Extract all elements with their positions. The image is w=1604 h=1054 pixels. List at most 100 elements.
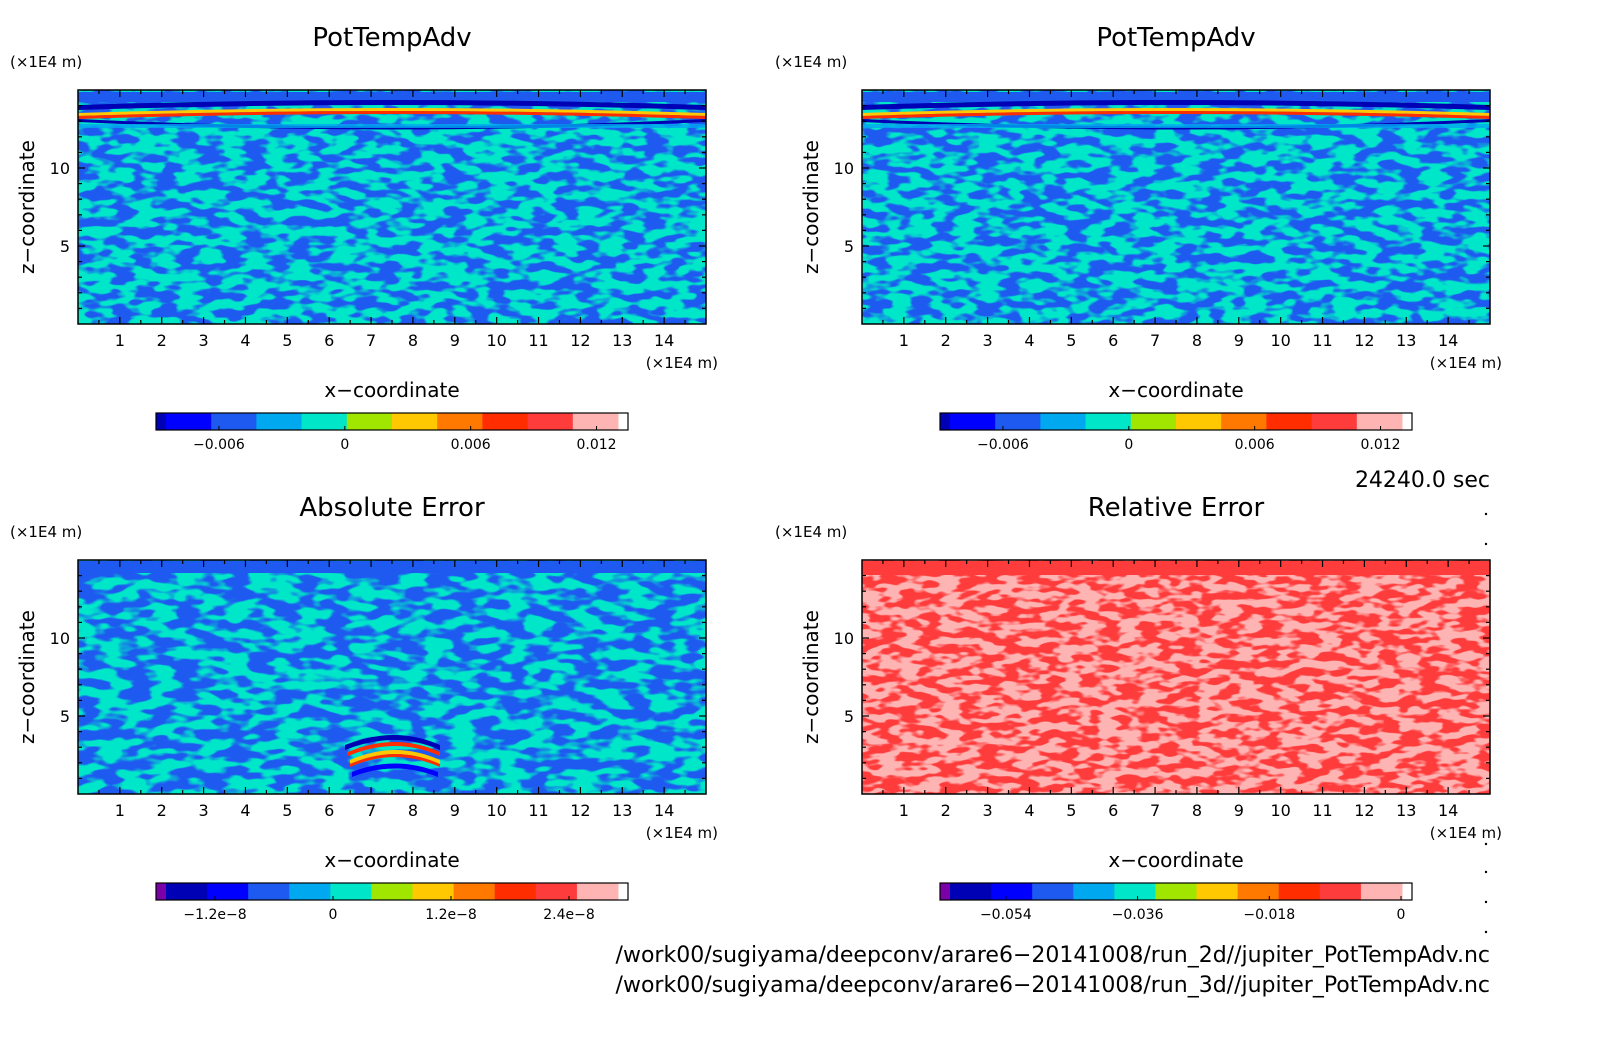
x-tick-label: 2 [157,331,167,350]
colorbar-tick-label: −1.2e−8 [183,907,246,923]
x-ticks: 1 2 3 4 5 6 7 8 9 10 11 12 13 14 [882,560,1470,820]
wave-yellow [350,750,440,764]
colorbar-tick-label: 0.012 [1360,437,1400,453]
colorbar-segment [527,413,574,430]
colorbar-segment [453,883,496,900]
file-path-1: /work00/sugiyama/deepconv/arare6−2014100… [616,943,1490,968]
x-tick-label: 10 [486,801,506,820]
colorbar-frame [939,412,1413,431]
x-axis-label: x−coordinate [1108,378,1243,402]
upper-band [862,92,1490,102]
colorbar-segment [166,883,208,900]
x-tick-label: 9 [450,331,460,350]
x-tick-label: 2 [157,801,167,820]
x-tick-label: 13 [612,331,632,350]
colorbar-segment [211,413,257,430]
x-tick-label: 14 [1438,331,1458,350]
colorbar-cap-low [940,883,950,900]
colorbar-segment [289,883,331,900]
colorbar-segment [1319,883,1362,900]
x-tick-label: 3 [199,331,209,350]
x-tick-label: 4 [1024,331,1034,350]
colorbar: −1.2e−8 0 1.2e−8 2.4e−8 [155,882,629,923]
x-tick-label: 12 [1354,331,1374,350]
x-ticks: 1 2 3 4 5 6 7 8 9 10 11 12 13 14 [882,90,1470,350]
x-tick-label: 12 [570,331,590,350]
colorbar-cap-low [156,883,166,900]
colorbar-segment [482,413,529,430]
colorbar: −0.054 −0.036 −0.018 0 [939,882,1413,923]
x-tick-label: 11 [528,331,548,350]
y-axis-label: z−coordinate [799,140,823,274]
y-ticks: 5 10 [50,104,706,309]
x-axis-label: x−coordinate [1108,848,1243,872]
colorbar-segment [1085,413,1132,430]
colorbar-segment [576,883,619,900]
x-tick-label: 8 [1192,801,1202,820]
colorbar-segment [248,883,290,900]
upper-jet-yellow [862,108,1490,116]
x-tick-label: 12 [570,801,590,820]
panel-relative-error: Relative Error (×1E4 m) 1 2 3 4 5 6 7 8 9 10 11 12 1… [775,493,1502,923]
colorbar-segment [1266,413,1313,430]
wave-blue [345,735,440,750]
panel-title: PotTempAdv [1096,23,1255,53]
x-tick-label: 9 [1234,801,1244,820]
colorbar: −0.006 0 0.006 0.012 [155,412,629,453]
colorbar-tick-label: 0 [329,907,338,923]
x-tick-label: 13 [612,801,632,820]
y-ticks: 5 10 [834,574,1490,780]
colorbar-segment [166,413,212,430]
colorbar-segment [1130,413,1177,430]
colorbar-cap-low [940,413,950,430]
colorbar-frame [155,882,629,901]
colorbar-segment [1196,883,1239,900]
dot [1484,930,1488,934]
x-unit-label: (×1E4 m) [1430,824,1502,842]
colorbar-segment [1278,883,1321,900]
colorbar-tick-label: −0.018 [1243,907,1295,923]
x-tick-label: 8 [1192,331,1202,350]
x-tick-label: 9 [1234,331,1244,350]
x-tick-label: 6 [324,801,334,820]
wave-red-2 [350,754,440,767]
dot [1484,870,1488,874]
colorbar-segment [1356,413,1403,430]
time-label: 24240.0 sec [1355,468,1490,493]
y-unit-label: (×1E4 m) [775,523,847,541]
y-axis-label: z−coordinate [15,610,39,744]
y-unit-label: (×1E4 m) [10,53,82,71]
x-tick-label: 5 [1066,331,1076,350]
x-tick-label: 5 [1066,801,1076,820]
colorbar-segment [437,413,483,430]
x-tick-label: 7 [1150,801,1160,820]
y-tick-label: 5 [60,237,70,256]
x-tick-label: 6 [1108,801,1118,820]
colorbar-tick-label: −0.006 [193,437,245,453]
x-tick-label: 10 [1270,801,1290,820]
x-axis-label: x−coordinate [324,848,459,872]
x-tick-label: 10 [486,331,506,350]
plot-area [861,559,1491,795]
colorbar-segment [346,413,393,430]
x-tick-label: 6 [1108,331,1118,350]
x-tick-label: 8 [408,801,418,820]
x-tick-label: 13 [1396,801,1416,820]
x-tick-label: 3 [983,331,993,350]
y-unit-label: (×1E4 m) [775,53,847,71]
colorbar-segment [256,413,303,430]
colorbar-segment [301,413,348,430]
colorbar-segment [494,883,537,900]
field-texture [78,560,706,794]
colorbar: −0.006 0 0.006 0.012 [939,412,1413,453]
y-tick-label: 5 [844,707,854,726]
colorbar-tick-label: −0.036 [1112,907,1164,923]
x-tick-label: 1 [115,331,125,350]
colorbar-segment [950,883,992,900]
y-tick-label: 10 [834,629,854,648]
colorbar-segment [572,413,619,430]
x-tick-label: 9 [450,801,460,820]
colorbar-segment [392,413,438,430]
colorbar-segment [330,883,372,900]
colorbar-segment [991,883,1033,900]
